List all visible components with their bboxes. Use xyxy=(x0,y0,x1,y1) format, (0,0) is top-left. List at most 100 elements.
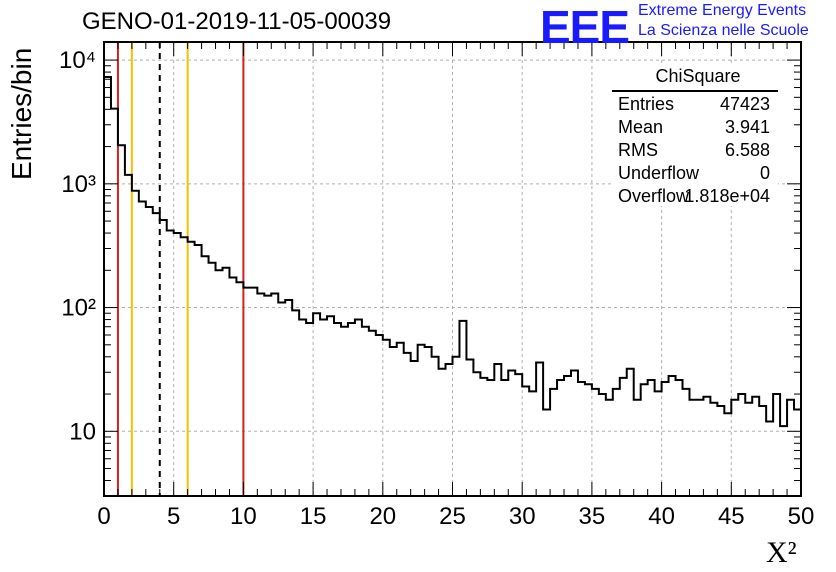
histogram-bin xyxy=(676,380,683,496)
stats-title: ChiSquare xyxy=(612,66,778,92)
stats-entries-value: 47423 xyxy=(719,94,770,114)
histogram-bin xyxy=(724,413,731,496)
histogram-bin xyxy=(606,400,613,496)
histogram-bin xyxy=(557,380,564,496)
x-axis-label: X² xyxy=(766,536,797,569)
histogram-bin xyxy=(202,256,209,496)
stats-row-overflow: Overflow 1.818e+04 xyxy=(612,184,778,207)
histogram-bin xyxy=(236,282,243,496)
histogram-bin xyxy=(313,313,320,496)
histogram-bin xyxy=(717,406,724,496)
x-tick-label: 40 xyxy=(648,503,675,530)
histogram-bin xyxy=(362,327,369,496)
y-tick-label: 10² xyxy=(61,295,96,322)
x-tick-label: 50 xyxy=(788,503,815,530)
histogram-bin xyxy=(683,389,690,496)
stats-box: ChiSquare Entries 47423 Mean 3.941 RMS 6… xyxy=(612,66,778,206)
stats-rms-label: RMS xyxy=(618,140,658,160)
histogram-bin xyxy=(634,400,641,496)
stats-row-mean: Mean 3.941 xyxy=(612,115,778,138)
histogram-bin xyxy=(494,364,501,496)
histogram-bin xyxy=(543,410,550,496)
x-tick-label: 25 xyxy=(439,503,466,530)
y-tick-label: 10 xyxy=(69,418,96,445)
histogram-bin xyxy=(397,343,404,496)
histogram-bin xyxy=(773,394,780,496)
histogram-bin xyxy=(766,422,773,496)
histogram-bin xyxy=(229,277,236,496)
stats-mean-label: Mean xyxy=(618,117,664,137)
histogram-bin xyxy=(341,327,348,496)
histogram-bin xyxy=(327,316,334,496)
histogram-series xyxy=(104,75,801,428)
histogram-bin xyxy=(390,347,397,496)
stats-rms-value: 6.588 xyxy=(724,140,770,160)
histogram-bin xyxy=(466,360,473,496)
histogram-bin xyxy=(641,384,648,496)
histogram-bin xyxy=(759,406,766,496)
histogram-bin xyxy=(216,270,223,496)
histogram-bin xyxy=(620,378,627,496)
histogram-bin xyxy=(662,382,669,496)
histogram-bin xyxy=(181,237,188,496)
histogram-bin xyxy=(787,400,794,496)
histogram-bin xyxy=(550,389,557,496)
histogram-bin xyxy=(174,233,181,496)
x-tick-label: 45 xyxy=(718,503,745,530)
stats-overflow-label: Overflow xyxy=(618,186,690,206)
histogram-bin xyxy=(669,376,676,496)
histogram-bin xyxy=(139,201,146,496)
histogram-bin xyxy=(522,387,529,496)
histogram-bin xyxy=(627,369,634,496)
histogram-bin xyxy=(404,353,411,496)
y-axis-label: Entries/bin xyxy=(6,47,37,180)
histogram-bin xyxy=(334,323,341,496)
stats-underflow-value: 0 xyxy=(759,163,770,183)
histogram-bin xyxy=(446,364,453,496)
histogram-bin xyxy=(257,293,264,496)
histogram-bin xyxy=(453,357,460,496)
histogram-bin xyxy=(529,391,536,496)
histogram-bin xyxy=(648,380,655,496)
eee-tagline-1: Extreme Energy Events xyxy=(638,2,807,19)
histogram-bin xyxy=(501,380,508,496)
histogram-bin xyxy=(689,400,696,496)
stats-mean-value: 3.941 xyxy=(724,117,770,137)
histogram-bin xyxy=(167,230,174,496)
x-tick-label: 10 xyxy=(230,503,257,530)
stats-row-rms: RMS 6.588 xyxy=(612,138,778,161)
histogram-bin xyxy=(104,77,111,496)
histogram-bin xyxy=(118,145,125,496)
eee-tagline-2: La Scienza nelle Scuole xyxy=(638,22,809,39)
histogram-bin xyxy=(376,335,383,496)
histogram-bin xyxy=(613,389,620,496)
y-tick-label: 10⁴ xyxy=(59,47,96,74)
histogram-bin xyxy=(195,245,202,496)
x-tick-label: 0 xyxy=(97,503,110,530)
histogram-bin xyxy=(752,397,759,496)
histogram-bin xyxy=(780,426,787,496)
histogram-bin xyxy=(250,288,257,496)
histogram-bin xyxy=(473,372,480,496)
histogram-bin xyxy=(132,191,139,496)
histogram-bin xyxy=(111,109,118,496)
histogram-bin xyxy=(487,380,494,496)
stats-underflow-label: Underflow xyxy=(618,163,700,183)
histogram-bin xyxy=(599,394,606,496)
histogram-bin xyxy=(696,400,703,496)
histogram-bin xyxy=(264,296,271,496)
x-tick-label: 35 xyxy=(579,503,606,530)
histogram-bin xyxy=(306,323,313,496)
histogram-bin xyxy=(299,320,306,496)
histogram-bin xyxy=(592,389,599,496)
histogram-bin xyxy=(271,293,278,496)
histogram-bin xyxy=(425,347,432,496)
histogram-bin xyxy=(655,391,662,496)
histogram-bin xyxy=(536,362,543,496)
plot-title: GENO-01-2019-11-05-00039 xyxy=(82,8,392,35)
stats-row-underflow: Underflow 0 xyxy=(612,161,778,184)
histogram-bin xyxy=(480,378,487,496)
histogram-bin xyxy=(292,310,299,496)
histogram-bin xyxy=(369,331,376,496)
